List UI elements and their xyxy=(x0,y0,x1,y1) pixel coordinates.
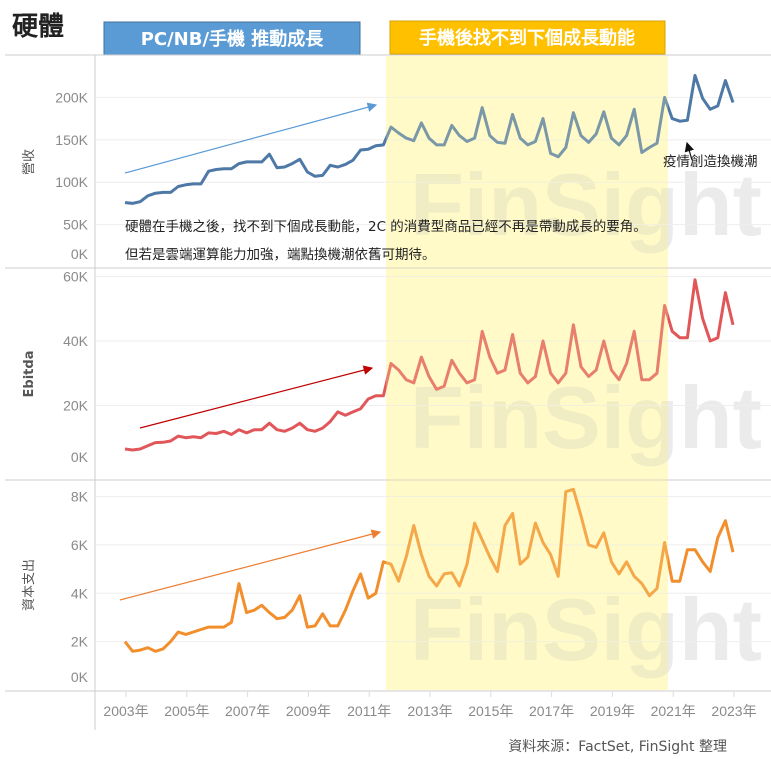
x-tick-label: 2019年 xyxy=(590,703,635,719)
x-tick-label: 2011年 xyxy=(347,703,391,719)
x-tick-label: 2005年 xyxy=(164,703,209,719)
y-label-revenue: 營收 xyxy=(22,149,37,175)
watermark-2: FinSight xyxy=(410,368,762,467)
y-tick-label: 6K xyxy=(71,537,89,553)
x-tick-label: 2021年 xyxy=(651,703,696,719)
x-tick-label: 2007年 xyxy=(225,703,270,719)
y-tick-label: 150K xyxy=(55,132,88,148)
banner-left xyxy=(103,21,361,56)
x-tick-label: 2009年 xyxy=(286,703,331,719)
y-label-capex: 資本支出 xyxy=(22,559,37,611)
covid-arrow xyxy=(684,141,694,161)
banner-right xyxy=(389,20,666,55)
y-tick-labels: 200K 150K 100K 50K 0K 60K 40K 20K 0K 8K 6K 4K 2K 0K xyxy=(55,89,88,685)
y-tick-label: 0K xyxy=(71,669,89,685)
trend-arrow-ebitda xyxy=(139,365,374,429)
y-tick-label: 4K xyxy=(71,585,89,601)
y-tick-label: 100K xyxy=(55,174,88,190)
watermarks: FinSight FinSight FinSight xyxy=(410,155,762,679)
y-tick-label: 40K xyxy=(63,333,89,349)
trend-arrow-capex xyxy=(119,529,382,601)
x-tick-labels: 2003年 2005年 2007年 2009年 2011年 2013年 2015年 2017年… xyxy=(103,691,757,719)
source-note: 資料來源：FactSet, FinSight 整理 xyxy=(508,739,727,755)
gridlines xyxy=(95,96,771,643)
x-tick-label: 2013年 xyxy=(407,703,452,719)
series-lines xyxy=(123,56,735,690)
x-tick-label: 2015年 xyxy=(468,703,513,719)
y-label-ebitda: Ebitda xyxy=(22,351,37,398)
y-tick-label: 0K xyxy=(71,449,89,465)
y-tick-label: 200K xyxy=(55,89,88,105)
y-tick-label: 50K xyxy=(63,217,89,233)
banner-right-label: 手機後找不到下個成長動能 xyxy=(419,27,635,49)
highlight-overlay xyxy=(386,56,668,690)
watermark-3: FinSight xyxy=(410,580,762,679)
y-tick-label: 2K xyxy=(71,634,89,650)
y-tick-label: 20K xyxy=(63,397,89,413)
y-tick-label: 8K xyxy=(71,489,89,505)
y-tick-label: 60K xyxy=(63,268,89,284)
commentary-line-2: 但若是雲端運算能力加強，端點換機潮依舊可期待。 xyxy=(125,247,436,263)
commentary-line-1: 硬體在手機之後，找不到下個成長動能，2C 的消費型商品已經不再是帶動成長的要角。 xyxy=(125,219,647,235)
covid-annotation: 疫情創造換機潮 xyxy=(663,154,758,170)
banner-left-label: PC/NB/手機 推動成長 xyxy=(141,28,325,50)
watermark-1: FinSight xyxy=(410,155,762,254)
x-tick-label: 2003年 xyxy=(103,703,148,719)
x-tick-label: 2017年 xyxy=(529,703,574,719)
trend-arrow-revenue xyxy=(124,102,378,174)
y-tick-label: 0K xyxy=(71,246,89,262)
page-title: 硬體 xyxy=(12,12,64,42)
x-tick-label: 2023年 xyxy=(711,703,756,719)
